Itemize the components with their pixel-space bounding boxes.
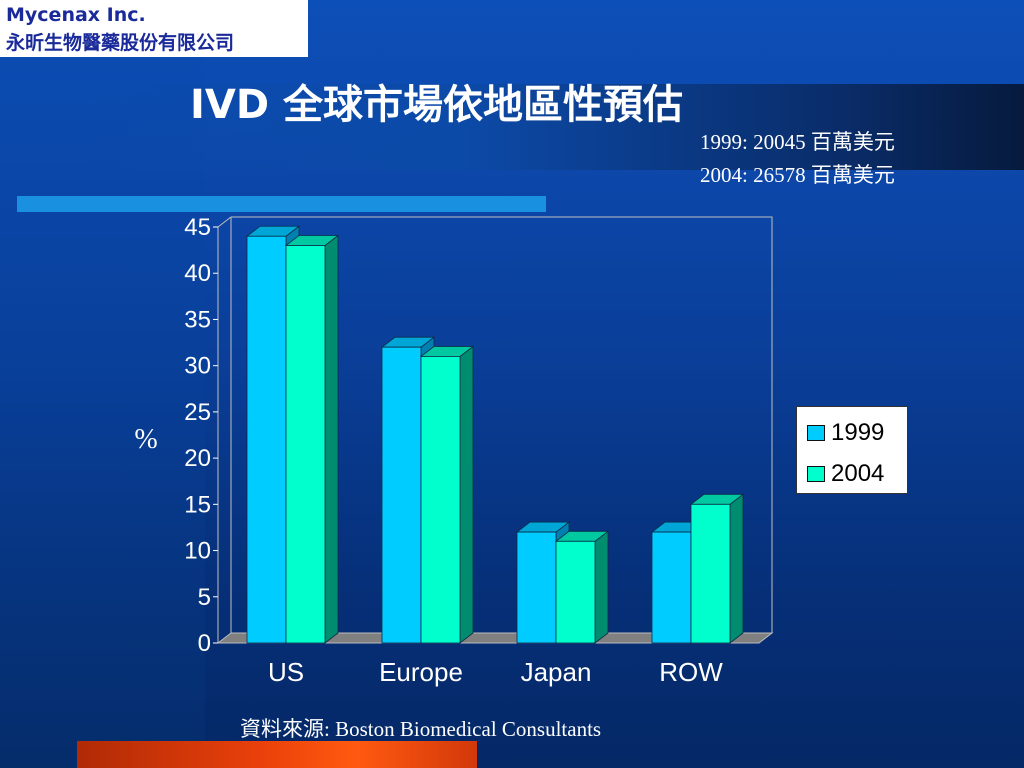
bar-us-1999 — [246, 235, 287, 644]
chart-legend: 1999 2004 — [796, 406, 908, 494]
legend-swatch-1999 — [807, 425, 825, 441]
x-tick-label: US — [268, 657, 304, 687]
bar-europe-2004-side — [459, 345, 474, 644]
x-tick-label: Europe — [379, 657, 463, 687]
total-2004: 2004: 26578 百萬美元 — [700, 163, 895, 187]
bar-europe-1999 — [381, 346, 422, 644]
bottom-accent-bar — [77, 741, 477, 768]
bar-row-2004-side — [729, 493, 744, 644]
legend-item-1999: 1999 — [807, 419, 885, 446]
accent-line — [17, 196, 546, 212]
logo-company-zh: 永昕生物醫藥股份有限公司 — [6, 32, 235, 54]
x-tick-label: Japan — [521, 657, 592, 687]
total-1999: 1999: 20045 百萬美元 — [700, 130, 895, 154]
legend-label-2004: 2004 — [831, 460, 885, 487]
bar-us-2004 — [285, 245, 326, 644]
legend-item-2004: 2004 — [807, 460, 885, 487]
legend-label-1999: 1999 — [831, 419, 885, 446]
bar-japan-1999 — [516, 531, 557, 644]
y-tick-label: 15 — [184, 491, 211, 518]
bar-europe-2004 — [420, 356, 461, 644]
y-tick-label: 25 — [184, 399, 211, 426]
y-tick-label: 0 — [198, 630, 211, 657]
plot-frame-corner — [217, 216, 232, 228]
y-tick-label: 45 — [184, 214, 211, 241]
y-tick-label: 30 — [184, 353, 211, 380]
source-note: 資料來源: Boston Biomedical Consultants — [240, 717, 602, 741]
bar-japan-2004 — [555, 540, 596, 644]
bar-us-2004-side — [324, 234, 339, 644]
y-tick-label: 35 — [184, 306, 211, 333]
logo-company-en: Mycenax Inc. — [6, 4, 146, 26]
y-tick-label: 40 — [184, 260, 211, 287]
title-bar — [84, 84, 1024, 170]
bar-row-2004 — [690, 503, 731, 644]
x-tick-label: ROW — [659, 657, 723, 687]
market-totals: 1999: 20045 百萬美元 2004: 26578 百萬美元 — [700, 126, 895, 192]
company-logo: Mycenax Inc. 永昕生物醫藥股份有限公司 — [0, 0, 308, 57]
y-tick-label: 10 — [184, 538, 211, 565]
slide-title: IVD 全球市場依地區性預估 — [190, 82, 683, 128]
y-tick-label: 5 — [198, 584, 211, 611]
bar-japan-2004-side — [594, 530, 609, 644]
legend-swatch-2004 — [807, 466, 825, 482]
bar-row-1999 — [651, 531, 692, 644]
y-axis-label: % — [134, 424, 157, 455]
y-tick-label: 20 — [184, 445, 211, 472]
